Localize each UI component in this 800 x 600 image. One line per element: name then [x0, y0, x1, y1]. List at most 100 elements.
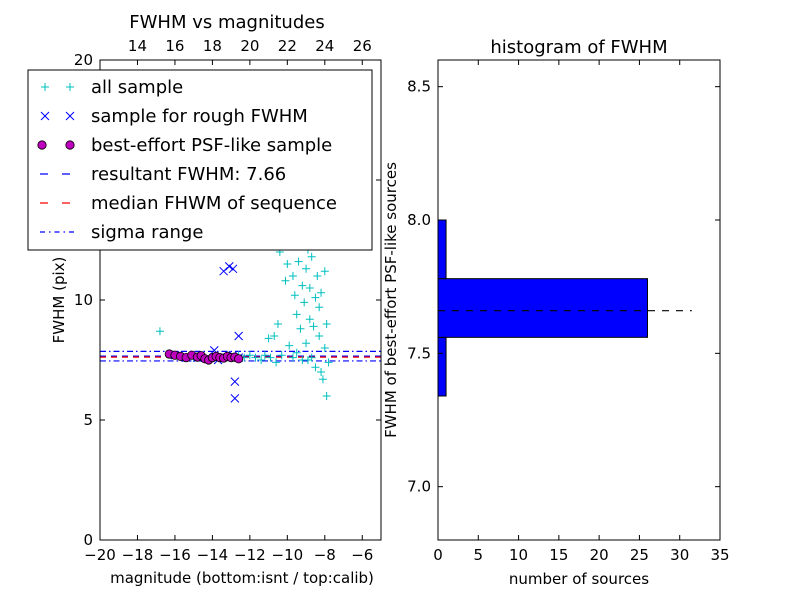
all-sample-point [294, 257, 303, 266]
y-tick-label: 5 [83, 411, 93, 429]
all-sample-point [324, 358, 333, 367]
all-sample-point [292, 348, 301, 357]
y-tick-label: 0 [83, 531, 93, 549]
all-sample-point [322, 392, 331, 400]
top-tick-label: 16 [165, 37, 184, 55]
all-sample-point [290, 291, 299, 300]
top-tick-label: 20 [240, 37, 259, 55]
legend-label: median FHWM of sequence [91, 193, 337, 214]
right-bars-layer [437, 219, 692, 397]
rough-sample-point [234, 331, 243, 341]
x-tick-label: 30 [670, 546, 689, 564]
x-tick-label: −6 [351, 546, 373, 564]
legend-circle-marker [65, 140, 75, 150]
all-sample-point [318, 375, 327, 384]
left-top-axis: 14 16 18 20 22 24 26 [128, 37, 372, 65]
x-tick-label: 35 [710, 546, 729, 564]
right-plot-frame [437, 59, 721, 541]
all-sample-point [277, 351, 286, 360]
all-sample-point [260, 351, 269, 360]
all-sample-point [313, 272, 322, 280]
all-sample-point [300, 298, 309, 307]
all-sample-point [302, 264, 311, 273]
all-sample-point [315, 303, 324, 312]
legend-plus-marker [66, 83, 74, 91]
y-tick-label: 8.0 [407, 211, 431, 229]
legend-circle-marker [37, 140, 47, 150]
all-sample-point [283, 260, 292, 268]
all-sample-point [288, 353, 297, 362]
all-sample-point [305, 284, 314, 292]
top-tick-label: 22 [278, 37, 297, 55]
all-sample-point [292, 310, 301, 319]
x-tick-label: −16 [159, 546, 191, 564]
all-sample-point [288, 272, 297, 280]
top-tick-label: 26 [353, 37, 372, 55]
top-tick-label: 24 [315, 37, 334, 55]
all-sample-point [317, 368, 326, 376]
all-sample-point [317, 288, 326, 297]
rough-sample-point [219, 266, 228, 276]
right-y-axis: 7.0 7.5 8.0 8.5 [407, 78, 720, 496]
x-tick-label: −10 [272, 546, 304, 564]
left-chart-title: FWHM vs magnitudes [129, 12, 324, 33]
x-tick-label: 25 [630, 546, 649, 564]
left-series-layer [100, 224, 381, 403]
all-sample-point [266, 353, 275, 362]
legend-plus-marker [41, 83, 49, 91]
legend: all sample sample for rough FWHM best-effo… [27, 69, 373, 251]
x-tick-label: 20 [590, 546, 609, 564]
legend-label: all sample [91, 77, 183, 98]
y-tick-label: 7.0 [407, 478, 431, 496]
all-sample-point [251, 353, 260, 362]
left-x-axis-label: magnitude (bottom:isnt / top:calib) [110, 569, 374, 587]
all-sample-point [285, 341, 294, 350]
all-sample-point [320, 344, 329, 352]
legend-box [27, 69, 373, 251]
all-sample-point [311, 293, 320, 302]
all-sample-point [305, 315, 314, 324]
x-tick-label: 5 [474, 546, 484, 564]
all-sample-point [307, 252, 316, 261]
rough-sample-point [230, 377, 240, 386]
psf-sample-point [234, 354, 244, 364]
histogram-bar [437, 278, 648, 338]
rough-sample-point [228, 264, 238, 274]
histogram-bar [437, 336, 447, 397]
all-sample-point [311, 363, 320, 372]
rough-sample-point [224, 262, 234, 271]
all-sample-point [281, 276, 290, 285]
top-tick-label: 18 [203, 37, 222, 55]
legend-label: sigma range [91, 222, 203, 243]
y-tick-label: 7.5 [407, 344, 431, 362]
legend-label: sample for rough FWHM [91, 106, 308, 127]
y-tick-label: 8.5 [407, 78, 431, 96]
right-y-axis-label: FWHM of best-effort PSF-like sources [382, 162, 400, 438]
right-x-axis: 0 5 10 15 20 25 30 35 [433, 60, 730, 564]
legend-x-marker [40, 111, 50, 121]
x-tick-label: 0 [433, 546, 443, 564]
all-sample-point [155, 327, 164, 336]
all-sample-point [303, 356, 312, 364]
right-x-axis-label: number of sources [509, 570, 649, 588]
legend-label: resultant FWHM: 7.66 [91, 164, 286, 185]
all-sample-point [272, 358, 281, 367]
all-sample-point [315, 332, 324, 340]
all-sample-point [309, 322, 318, 331]
x-tick-label: 15 [549, 546, 568, 564]
y-tick-label: 10 [74, 291, 93, 309]
left-y-axis-label: FWHM (pix) [50, 257, 68, 344]
all-sample-point [245, 351, 254, 360]
all-sample-point [264, 334, 273, 343]
legend-label: best-effort PSF-like sample [91, 135, 332, 156]
top-tick-label: 14 [128, 37, 147, 55]
x-tick-label: −18 [122, 546, 154, 564]
histogram-bar [437, 219, 447, 280]
all-sample-point [322, 320, 331, 328]
all-sample-point [270, 332, 279, 340]
legend-x-marker [65, 111, 75, 121]
right-chart-title: histogram of FWHM [490, 37, 667, 58]
all-sample-point [298, 281, 307, 290]
